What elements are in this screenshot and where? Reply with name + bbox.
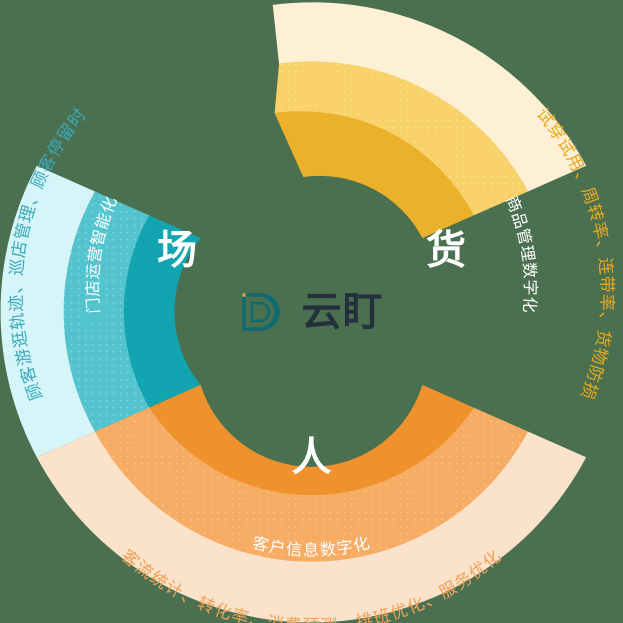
chang-notch-outer <box>26 293 56 330</box>
chang-inner-band <box>123 215 201 408</box>
huo-mid-text: 商品管理数字化 <box>502 193 539 314</box>
chang-title: 场 <box>157 229 197 273</box>
huo-notch-outer <box>303 3 339 33</box>
huo-notch-mid <box>306 62 340 90</box>
huo-outer-band <box>272 2 587 192</box>
huo-inner-band <box>274 111 474 239</box>
sector-ren[interactable]: 客流统计、转化率、消费预测、排班优化、服务优化 客户信息数字化 人 <box>36 384 587 623</box>
huo-mid-dots <box>274 61 528 216</box>
ren-notch-outer <box>294 591 329 620</box>
ren-mid-dots <box>95 407 528 562</box>
ren-notch-mid <box>294 530 329 557</box>
huo-title: 货 <box>426 229 466 273</box>
chang-notch-mid <box>83 294 110 329</box>
ren-outer-band <box>36 431 587 623</box>
ren-inner-band <box>149 384 474 496</box>
ren-title: 人 <box>292 436 332 480</box>
sector-chang[interactable]: 区域关注度、顾客游逛轨迹、巡店管理、顾客停留时长、营销活动 门店运营智能化 场 <box>0 0 201 458</box>
